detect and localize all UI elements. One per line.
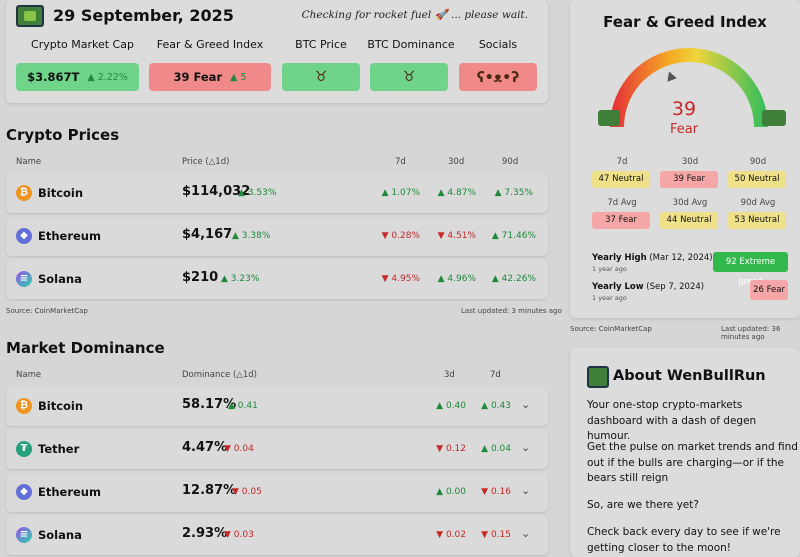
fg-30d-avg-pill: 44 Neutral [660,212,718,229]
btc-price-label: BTC Price [295,38,347,51]
socials-box[interactable]: ʕ•ᴥ•ʔ [459,63,537,91]
fg-7d-pill: 47 Neutral [592,171,650,188]
logo-icon[interactable] [16,5,44,27]
yearly-high-badge: 92 Extreme greed [713,252,788,287]
market-cap-change: ▲ 2.22% [87,71,128,83]
dominance-row-solana[interactable]: ≡ Solana 2.93% ▼ 0.03 ▼ 0.02 ▼ 0.15 ⌄ [6,516,548,555]
fear-greed-box[interactable]: 39 Fear ▲ 5 [149,63,271,91]
fg-7d-avg-pill: 37 Fear [592,212,650,229]
fear-greed-value: 39 [671,98,697,120]
bull-icon: ♉ [314,69,328,85]
btc-price-box[interactable]: ♉ [282,63,360,91]
socials-label: Socials [478,38,518,51]
fg-90d-avg-pill: 53 Neutral [728,212,786,229]
solana-icon: ≡ [16,271,32,287]
page-date: 29 September, 2025 [53,6,234,25]
chevron-down-icon[interactable]: ⌄ [521,398,531,411]
bull-icon: ♉ [402,69,416,85]
solana-icon: ≡ [16,527,32,543]
about-paragraph-3: So, are we there yet? [587,499,699,511]
about-card: About WenBullRun Your one-stop crypto-ma… [570,348,800,557]
bear-icon [598,110,620,126]
dom-col-dominance: Dominance (△1d) [182,370,257,380]
crypto-prices-title: Crypto Prices [6,126,120,144]
ethereum-icon: ◆ [16,228,32,244]
price-row-solana[interactable]: ≡ Solana $210 ▲ 3.23% ▼ 4.95% ▲ 4.96% ▲ … [6,260,548,299]
bitcoin-icon: ₿ [16,398,32,414]
btc-dominance-box[interactable]: ♉ [370,63,448,91]
chevron-down-icon[interactable]: ⌄ [521,441,531,454]
about-paragraph-2: Get the pulse on market trends and find … [587,441,798,484]
dominance-row-tether[interactable]: ₮ Tether 4.47% ▼ 0.04 ▼ 0.12 ▲ 0.04 ⌄ [6,430,548,469]
tether-icon: ₮ [16,441,32,457]
about-paragraph-1: Your one-stop crypto-markets dashboard w… [587,399,757,442]
market-dominance-title: Market Dominance [6,339,165,357]
price-row-bitcoin[interactable]: ₿ Bitcoin $114,032 ▲ 3.53% ▲ 1.07% ▲ 4.8… [6,174,548,213]
fear-greed-label: Fear & Greed Index [156,38,264,51]
yearly-high-label: Yearly High (Mar 12, 2024) [592,253,713,263]
logo-icon [587,366,609,388]
fg-source: Source: CoinMarketCap [570,325,652,333]
yearly-low-label: Yearly Low (Sep 7, 2024) [592,282,705,292]
market-cap-box[interactable]: $3.867T ▲ 2.22% [16,63,139,91]
prices-col-name: Name [16,157,42,167]
dominance-row-ethereum[interactable]: ◆ Ethereum 12.87% ▼ 0.05 ▲ 0.00 ▼ 0.16 ⌄ [6,473,548,512]
yearly-low-badge: 26 Fear [750,280,788,300]
about-title: About WenBullRun [613,368,766,384]
loading-status: Checking for rocket fuel 🚀 ... please wa… [301,9,528,21]
fear-greed-change: ▲ 5 [230,71,247,83]
ethereum-icon: ◆ [16,484,32,500]
fear-greed-label: Fear [669,122,699,137]
fg-30d-pill: 39 Fear [660,171,718,188]
bear-icon: ʕ•ᴥ•ʔ [476,69,520,86]
fg-90d-pill: 50 Neutral [728,171,786,188]
prices-col-90d: 90d [502,157,519,167]
chevron-down-icon[interactable]: ⌄ [521,484,531,497]
prices-source: Source: CoinMarketCap [6,307,88,315]
price-row-ethereum[interactable]: ◆ Ethereum $4,167 ▲ 3.38% ▼ 0.28% ▼ 4.51… [6,217,548,256]
fear-greed-gauge [610,48,768,128]
dom-col-3d: 3d [444,370,455,380]
bitcoin-icon: ₿ [16,185,32,201]
header-card: 29 September, 2025 Checking for rocket f… [6,0,548,103]
fg-updated: Last updated: 36 minutes ago [721,325,781,341]
prices-col-7d: 7d [395,157,406,167]
dominance-row-bitcoin[interactable]: ₿ Bitcoin 58.17% ▲ 0.41 ▲ 0.40 ▲ 0.43 ⌄ [6,387,548,426]
prices-col-price: Price (△1d) [182,157,230,167]
chevron-down-icon[interactable]: ⌄ [521,527,531,540]
prices-updated: Last updated: 3 minutes ago [461,307,562,315]
bull-icon [762,110,786,126]
fear-greed-card: Fear & Greed Index 39 Fear 7d 30d 90d 47… [570,0,800,318]
btc-dominance-label: BTC Dominance [367,38,455,51]
fear-greed-title: Fear & Greed Index [603,13,767,31]
dom-col-7d: 7d [490,370,501,380]
market-cap-label: Crypto Market Cap [31,38,134,51]
dom-col-name: Name [16,370,42,380]
about-paragraph-4: Check back every day to see if we're get… [587,526,781,554]
gauge-needle [667,71,677,82]
prices-col-30d: 30d [448,157,465,167]
rocket-icon: 🚀 [434,9,448,21]
